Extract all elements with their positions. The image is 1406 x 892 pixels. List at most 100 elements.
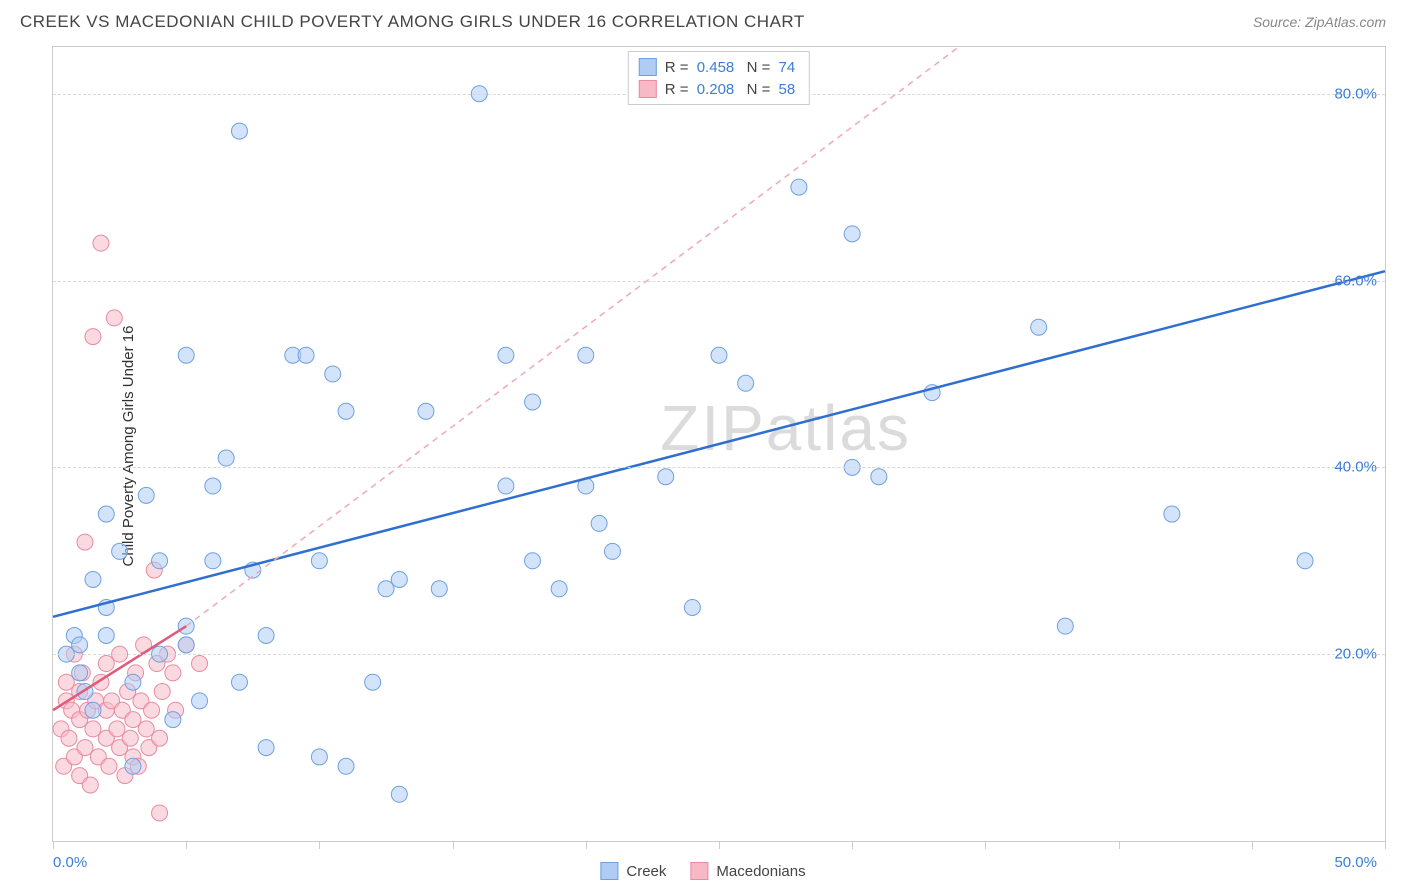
data-point [178, 347, 194, 363]
data-point [1297, 553, 1313, 569]
x-tick-mark [186, 841, 187, 849]
grid-line [53, 654, 1385, 655]
data-point [525, 394, 541, 410]
data-point [82, 777, 98, 793]
data-point [138, 721, 154, 737]
data-point [98, 627, 114, 643]
data-point [125, 712, 141, 728]
x-tick-mark [985, 841, 986, 849]
legend-row-macedonians: R = 0.208 N = 58 [639, 78, 799, 100]
data-point [844, 226, 860, 242]
data-point [98, 506, 114, 522]
legend-label: Macedonians [716, 863, 805, 880]
data-point [418, 403, 434, 419]
scatter-plot-svg [53, 47, 1385, 841]
y-tick-label: 80.0% [1334, 85, 1377, 102]
legend-row-creek: R = 0.458 N = 74 [639, 56, 799, 78]
data-point [258, 740, 274, 756]
data-point [711, 347, 727, 363]
data-point [578, 347, 594, 363]
data-point [144, 702, 160, 718]
data-point [525, 553, 541, 569]
data-point [165, 665, 181, 681]
swatch-icon [600, 862, 618, 880]
data-point [791, 179, 807, 195]
data-point [98, 656, 114, 672]
y-tick-label: 60.0% [1334, 272, 1377, 289]
data-point [604, 543, 620, 559]
data-point [338, 758, 354, 774]
data-point [325, 366, 341, 382]
data-point [85, 702, 101, 718]
x-tick-mark [319, 841, 320, 849]
data-point [77, 534, 93, 550]
x-axis-min-label: 0.0% [53, 854, 87, 871]
source-attribution: Source: ZipAtlas.com [1253, 14, 1386, 30]
data-point [658, 469, 674, 485]
x-tick-mark [53, 841, 54, 849]
data-point [1164, 506, 1180, 522]
data-point [498, 347, 514, 363]
data-point [109, 721, 125, 737]
data-point [205, 478, 221, 494]
data-point [85, 721, 101, 737]
grid-line [53, 281, 1385, 282]
data-point [152, 730, 168, 746]
data-point [298, 347, 314, 363]
data-point [152, 805, 168, 821]
x-tick-mark [1385, 841, 1386, 849]
data-point [93, 235, 109, 251]
data-point [58, 674, 74, 690]
legend-stat: R = 0.208 N = 58 [665, 81, 799, 98]
data-point [1031, 319, 1047, 335]
chart-area: ZIPatlas R = 0.458 N = 74 R = 0.208 N = … [52, 46, 1386, 842]
data-point [192, 656, 208, 672]
data-point [85, 571, 101, 587]
data-point [106, 310, 122, 326]
data-point [551, 581, 567, 597]
data-point [61, 730, 77, 746]
data-point [1057, 618, 1073, 634]
data-point [205, 553, 221, 569]
x-tick-mark [1119, 841, 1120, 849]
data-point [311, 749, 327, 765]
series-legend: Creek Macedonians [600, 862, 805, 880]
data-point [258, 627, 274, 643]
data-point [101, 758, 117, 774]
data-point [152, 553, 168, 569]
data-point [178, 637, 194, 653]
data-point [138, 487, 154, 503]
grid-line [53, 467, 1385, 468]
correlation-legend: R = 0.458 N = 74 R = 0.208 N = 58 [628, 51, 810, 105]
chart-title: CREEK VS MACEDONIAN CHILD POVERTY AMONG … [20, 12, 805, 32]
data-point [391, 786, 407, 802]
legend-item-macedonians: Macedonians [690, 862, 805, 880]
data-point [154, 684, 170, 700]
data-point [192, 693, 208, 709]
data-point [871, 469, 887, 485]
x-tick-mark [453, 841, 454, 849]
data-point [591, 515, 607, 531]
data-point [231, 674, 247, 690]
data-point [125, 758, 141, 774]
trend-line [53, 271, 1385, 617]
header: CREEK VS MACEDONIAN CHILD POVERTY AMONG … [0, 0, 1406, 40]
y-tick-label: 20.0% [1334, 646, 1377, 663]
swatch-icon [639, 80, 657, 98]
data-point [72, 665, 88, 681]
data-point [85, 329, 101, 345]
swatch-icon [690, 862, 708, 880]
y-tick-label: 40.0% [1334, 459, 1377, 476]
x-tick-mark [852, 841, 853, 849]
legend-item-creek: Creek [600, 862, 666, 880]
data-point [77, 740, 93, 756]
data-point [231, 123, 247, 139]
data-point [391, 571, 407, 587]
data-point [311, 553, 327, 569]
data-point [365, 674, 381, 690]
x-tick-mark [1252, 841, 1253, 849]
data-point [738, 375, 754, 391]
swatch-icon [639, 58, 657, 76]
data-point [122, 730, 138, 746]
data-point [338, 403, 354, 419]
